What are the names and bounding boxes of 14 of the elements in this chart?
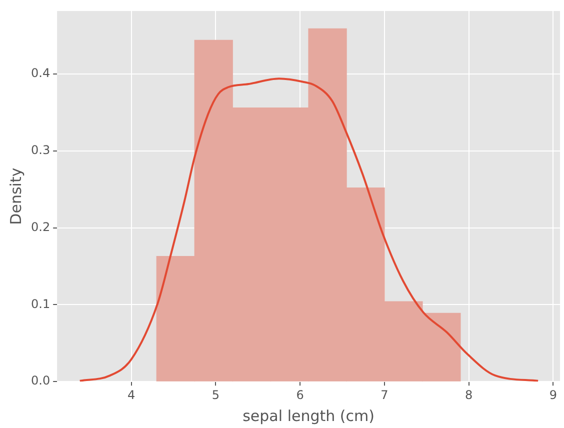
x-axis-title: sepal length (cm) [242,406,374,425]
line-series [78,78,540,382]
y-tick-label: 0.2 [30,220,50,234]
x-tick-label: 6 [296,388,304,402]
x-tick-label: 7 [380,388,388,402]
x-tick-label: 9 [549,388,558,402]
y-axis-title: Density [6,168,25,225]
x-tick-label: 4 [128,388,136,402]
y-tick-label: 0.1 [30,296,50,311]
y-tick-label: 0.0 [30,374,50,388]
y-tick-label: 0.3 [30,143,50,158]
y-tick-label: 0.4 [30,66,50,80]
x-tick-label: 5 [212,388,220,402]
x-tick-label: 8 [465,388,473,402]
